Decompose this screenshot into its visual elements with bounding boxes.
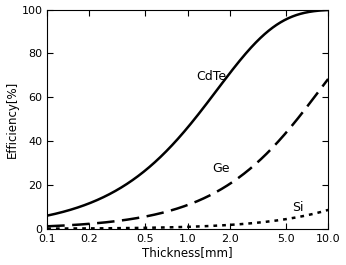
Text: Si: Si bbox=[292, 201, 303, 214]
Y-axis label: Efficiency[%]: Efficiency[%] bbox=[6, 81, 19, 158]
X-axis label: Thickness[mm]: Thickness[mm] bbox=[142, 246, 233, 259]
Text: CdTe: CdTe bbox=[196, 70, 226, 83]
Text: Ge: Ge bbox=[212, 162, 230, 175]
